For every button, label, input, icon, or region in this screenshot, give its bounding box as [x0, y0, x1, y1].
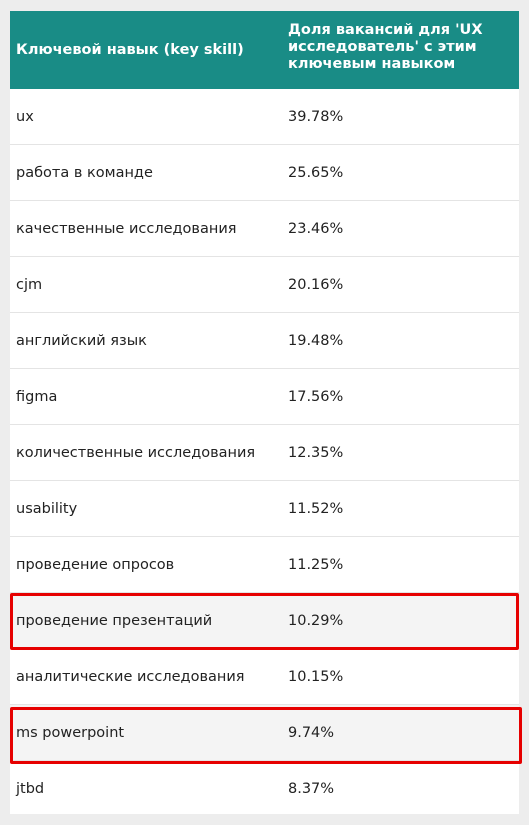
skill-cell: работа в команде	[16, 164, 153, 181]
table-header: Ключевой навык (key skill) Доля вакансий…	[10, 11, 519, 89]
table-row: проведение презентаций 10.29%	[10, 593, 519, 649]
skill-cell: figma	[16, 388, 58, 405]
table-row: работа в команде 25.65%	[10, 145, 519, 201]
share-cell: 8.37%	[288, 780, 335, 797]
share-cell: 17.56%	[288, 388, 344, 405]
table-row: английский язык 19.48%	[10, 313, 519, 369]
table-row: проведение опросов 11.25%	[10, 537, 519, 593]
table-row: количественные исследования 12.35%	[10, 425, 519, 481]
skill-cell: количественные исследования	[16, 444, 256, 461]
header-vacancy-share: Доля вакансий для 'UX исследователь' с э…	[288, 22, 483, 72]
share-cell: 12.35%	[288, 444, 344, 461]
share-cell: 11.25%	[288, 556, 344, 573]
share-cell: 10.29%	[288, 612, 344, 629]
share-cell: 23.46%	[288, 220, 344, 237]
table-row: ux 39.78%	[10, 89, 519, 145]
table-row: cjm 20.16%	[10, 257, 519, 313]
header-key-skill: Ключевой навык (key skill)	[16, 41, 244, 58]
skill-cell: качественные исследования	[16, 220, 237, 237]
share-cell: 11.52%	[288, 500, 344, 517]
skill-cell: проведение опросов	[16, 556, 175, 573]
skill-cell: ux	[16, 108, 34, 125]
share-cell: 10.15%	[288, 668, 344, 685]
share-cell: 9.74%	[288, 724, 335, 741]
skill-cell: проведение презентаций	[16, 612, 213, 629]
share-cell: 39.78%	[288, 108, 344, 125]
page-bottom-strip	[0, 814, 529, 825]
table-row: аналитические исследования 10.15%	[10, 649, 519, 705]
skills-table: Ключевой навык (key skill) Доля вакансий…	[10, 11, 519, 814]
table-row: ms powerpoint 9.74%	[10, 705, 519, 761]
skill-cell: usability	[16, 500, 78, 517]
table-row: usability 11.52%	[10, 481, 519, 537]
table-row: качественные исследования 23.46%	[10, 201, 519, 257]
skill-cell: аналитические исследования	[16, 668, 245, 685]
share-cell: 25.65%	[288, 164, 344, 181]
table-row: jtbd 8.37%	[10, 761, 519, 814]
skill-cell: английский язык	[16, 332, 147, 349]
table-row: figma 17.56%	[10, 369, 519, 425]
skill-cell: ms powerpoint	[16, 724, 125, 741]
skill-cell: jtbd	[16, 780, 45, 797]
skill-cell: cjm	[16, 276, 43, 293]
share-cell: 20.16%	[288, 276, 344, 293]
share-cell: 19.48%	[288, 332, 344, 349]
